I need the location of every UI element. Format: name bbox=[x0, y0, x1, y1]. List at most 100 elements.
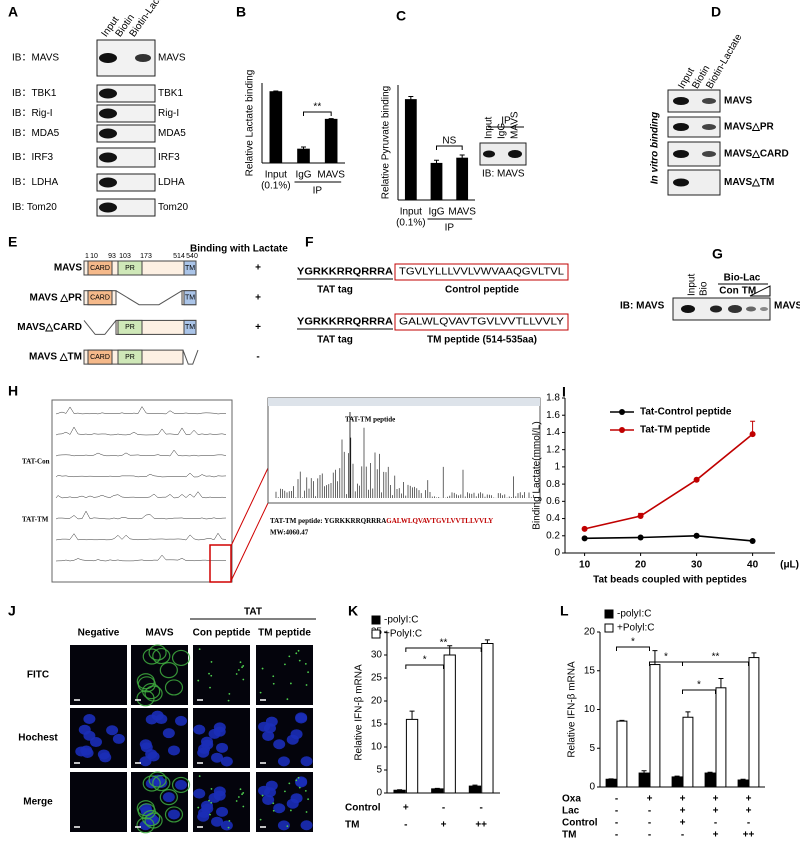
bar bbox=[405, 718, 419, 794]
x-tick-note: (0.1%) bbox=[396, 218, 425, 229]
y-tick-label: 0.8 bbox=[546, 479, 560, 490]
legend-swatch bbox=[604, 623, 614, 633]
legend-swatch bbox=[371, 615, 381, 625]
ib-label: IB: MAVS bbox=[482, 169, 525, 180]
band bbox=[99, 177, 117, 188]
nucleus bbox=[213, 722, 226, 733]
nucleus bbox=[167, 809, 180, 820]
caption: TAT-TM peptide: YGRKKRRQRRRAGALWLQVAVTGV… bbox=[270, 517, 493, 525]
nucleus bbox=[290, 793, 303, 804]
micrograph bbox=[70, 645, 127, 705]
fitc-dot bbox=[241, 793, 243, 796]
peptide-sequence: TGVLYLLLVVLVWVAAQGVLTVL bbox=[399, 267, 564, 278]
group-label: Bio-Lac bbox=[724, 273, 761, 284]
fitc-dot bbox=[304, 789, 307, 792]
condition-mark: + bbox=[403, 803, 409, 814]
error-bar bbox=[484, 639, 490, 644]
panel-letter: F bbox=[305, 234, 314, 250]
significance: * bbox=[664, 652, 668, 663]
lane-label: Con bbox=[719, 286, 738, 297]
micrograph bbox=[70, 772, 127, 832]
point bbox=[693, 532, 700, 539]
tat-sequence: YGRKKRRQRRRA bbox=[297, 317, 393, 328]
molecular-weight: MW:4060.47 bbox=[270, 529, 309, 537]
y-tick-label: 1.2 bbox=[546, 444, 560, 455]
nucleus bbox=[155, 778, 168, 789]
blot bbox=[479, 142, 527, 166]
fitc-dot bbox=[210, 674, 213, 677]
condition-mark: ++ bbox=[743, 830, 755, 841]
nucleus bbox=[216, 806, 229, 817]
domain-label: PR bbox=[125, 354, 135, 361]
y-tick-label: 25 bbox=[371, 673, 383, 684]
y-tick-label: 30 bbox=[371, 650, 383, 661]
nucleus bbox=[216, 742, 229, 753]
x-tick-label: 40 bbox=[747, 560, 759, 571]
significance-bracket bbox=[405, 664, 444, 669]
x-axis-label: Tat beads coupled with peptides bbox=[593, 575, 747, 586]
protein-label: Rig-I bbox=[158, 108, 179, 119]
error-bar bbox=[472, 784, 478, 787]
blot-label: IB：Rig-I bbox=[12, 108, 53, 119]
fitc-signal bbox=[152, 647, 171, 665]
fitc-signal bbox=[171, 649, 191, 667]
nucleus bbox=[277, 756, 290, 767]
nucleus bbox=[155, 714, 168, 725]
bar bbox=[715, 687, 727, 788]
nucleus bbox=[277, 820, 290, 831]
column-label: MAVS bbox=[145, 628, 173, 639]
legend-label: Tat-Control peptide bbox=[640, 407, 732, 418]
column-label: Con peptide bbox=[193, 628, 251, 639]
condition-mark: - bbox=[442, 803, 445, 814]
band bbox=[135, 54, 151, 62]
fitc-signal bbox=[144, 685, 163, 702]
condition-mark: ++ bbox=[475, 820, 487, 831]
ib-label: IB: MAVS bbox=[620, 301, 665, 312]
panel-letter: L bbox=[560, 603, 569, 619]
binding-sign: - bbox=[256, 352, 259, 363]
nucleus bbox=[112, 733, 125, 744]
y-tick-label: 0 bbox=[554, 548, 560, 559]
lane-label: Bio bbox=[699, 281, 710, 296]
row-label: Merge bbox=[23, 797, 53, 808]
significance: * bbox=[423, 655, 427, 666]
point bbox=[749, 431, 756, 438]
spectrum-toolbar bbox=[268, 398, 540, 406]
fitc-dot bbox=[210, 788, 213, 790]
condition-name: TM bbox=[345, 820, 359, 831]
protein-label: LDHA bbox=[158, 177, 185, 188]
fitc-dot bbox=[228, 819, 231, 822]
band bbox=[760, 307, 768, 311]
nucleus bbox=[175, 779, 188, 790]
y-tick-label: 5 bbox=[589, 743, 595, 754]
error-bar bbox=[740, 778, 746, 781]
blot-label: IB：MDA5 bbox=[12, 128, 60, 139]
panel-letter: J bbox=[8, 603, 16, 619]
fitc-dot bbox=[208, 672, 210, 675]
tat-label: TAT tag bbox=[317, 285, 353, 296]
fitc-signal bbox=[171, 776, 191, 794]
error-bar bbox=[718, 678, 724, 688]
condition-name: Lac bbox=[562, 806, 580, 817]
nucleus bbox=[200, 736, 213, 747]
bar bbox=[430, 162, 443, 201]
fitc-dot bbox=[241, 666, 243, 669]
trace-label: TAT-Con bbox=[22, 458, 50, 466]
bar bbox=[748, 657, 760, 788]
chromatogram-frame bbox=[51, 399, 233, 583]
column-label: TM peptide bbox=[258, 628, 311, 639]
fitc-dot bbox=[286, 698, 289, 701]
legend-label: -polyI:C bbox=[617, 609, 651, 620]
domain bbox=[87, 290, 113, 306]
error-bar bbox=[751, 652, 757, 658]
y-tick-label: 0.2 bbox=[546, 530, 560, 541]
nucleus bbox=[220, 756, 233, 767]
point bbox=[637, 512, 644, 519]
fitc-dot bbox=[304, 662, 307, 665]
fitc-dot bbox=[288, 655, 291, 658]
error-bar bbox=[408, 96, 414, 100]
lane-label: Biotin-Lactate bbox=[704, 32, 744, 91]
domain-label: CARD bbox=[90, 354, 110, 361]
significance-bracket bbox=[682, 661, 749, 666]
